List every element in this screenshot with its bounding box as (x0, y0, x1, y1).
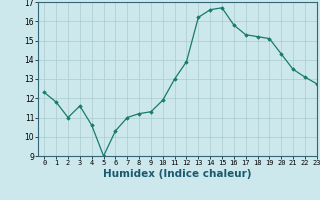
X-axis label: Humidex (Indice chaleur): Humidex (Indice chaleur) (103, 169, 252, 179)
